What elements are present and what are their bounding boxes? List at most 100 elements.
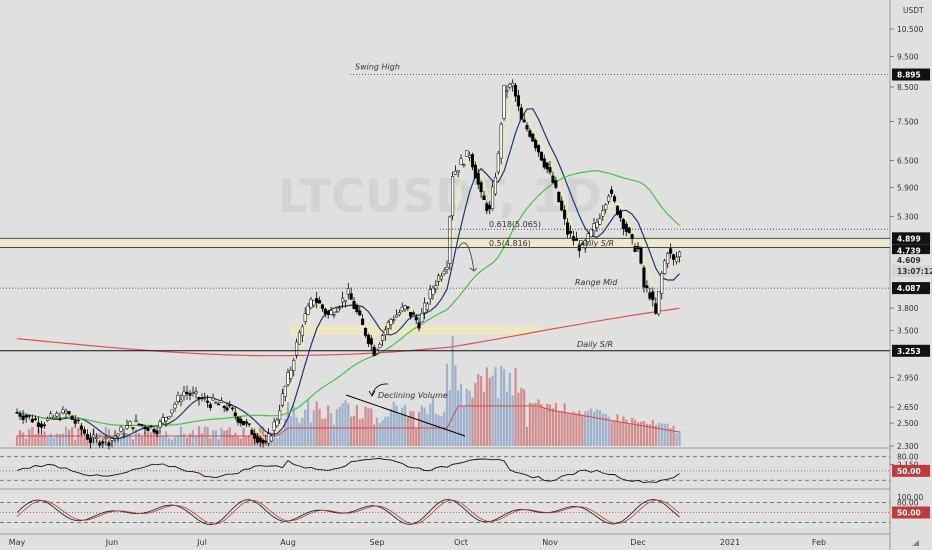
candle-body (531, 133, 535, 142)
volume-ma-line (17, 405, 680, 437)
volume-bar (628, 423, 631, 446)
candle-body (657, 290, 661, 315)
candle-body (462, 164, 466, 166)
volume-bar (46, 436, 49, 446)
watermark-text: LTCUSDT, 1D (278, 169, 602, 223)
y-tick-label: 5.900 (897, 183, 919, 192)
volume-bar (546, 403, 549, 446)
candle-body (423, 302, 427, 314)
candle-body (392, 319, 396, 321)
volume-bar (248, 435, 251, 446)
volume-bar (332, 424, 336, 446)
candle-body (36, 422, 41, 427)
volume-bar (370, 408, 373, 446)
projection-arrow-head (469, 267, 478, 272)
y-tick-label: 8.500 (897, 83, 919, 92)
x-tick-label: Oct (454, 538, 468, 547)
candle-body (369, 338, 373, 345)
volume-bar (675, 433, 678, 446)
x-tick-label: Aug (280, 538, 296, 547)
volume-bar (459, 383, 463, 446)
declining-volume-label: Declining Volume (378, 391, 448, 400)
candle-body (453, 170, 457, 175)
volume-bar (284, 419, 287, 446)
volume-bar (52, 437, 55, 446)
volume-bar (525, 426, 529, 446)
fib-05-label: 0.5(4.816) (489, 239, 531, 248)
volume-bar (301, 418, 304, 446)
candle-body (434, 285, 438, 290)
candle-body (155, 430, 159, 435)
candle-body (264, 440, 268, 443)
volume-bar (22, 432, 25, 446)
candle-body (261, 439, 265, 444)
daily-sr-upper-label: Daily S/R (578, 239, 614, 248)
candle-body (143, 426, 147, 430)
volume-bar (592, 412, 596, 446)
volume-bar (364, 406, 367, 446)
x-tick-label: Jul (196, 538, 207, 547)
volume-bar (149, 432, 153, 446)
candle-body (491, 186, 495, 210)
price-badge (892, 68, 930, 81)
candle-body (125, 425, 129, 429)
volume-bar (572, 411, 575, 446)
candle-body (70, 415, 74, 420)
candle-body (104, 437, 108, 440)
volume-bar (295, 417, 298, 446)
volume-bar (448, 389, 451, 446)
volume-bar (672, 425, 675, 446)
volume-bar (286, 402, 290, 446)
candle-body (205, 400, 210, 403)
volume-bar (83, 437, 86, 446)
y-tick-label: 7.500 (897, 117, 919, 126)
volume-bar (645, 423, 649, 446)
candle-body (505, 90, 509, 92)
candle-body (610, 189, 614, 194)
grid-layer (0, 0, 891, 550)
volume-bar (321, 418, 324, 446)
candle-body (595, 222, 599, 228)
candle-body (624, 223, 628, 232)
declining-volume-arrow (371, 383, 389, 396)
y-tick-label: 5.300 (897, 213, 919, 222)
candle-body (64, 410, 68, 414)
candle-body (493, 176, 498, 195)
candle-body (228, 404, 232, 407)
price-badge-label: 4.609 (897, 256, 921, 265)
candle-body (406, 306, 410, 309)
volume-bar (231, 435, 234, 446)
volume-bar (631, 417, 634, 446)
volume-bar (220, 427, 223, 446)
candle-body (592, 223, 596, 232)
candle-body (239, 418, 243, 424)
volume-bar (642, 420, 646, 446)
volume-bar (560, 411, 563, 446)
price-badge-label: 4.739 (897, 246, 921, 255)
volume-bar (306, 399, 310, 446)
volume-bar (451, 336, 454, 446)
volume-bar (338, 406, 341, 446)
candle-body (255, 436, 260, 443)
volume-bar (426, 414, 429, 446)
candle-body (88, 437, 93, 443)
price-badge (892, 232, 930, 245)
candle-body (378, 344, 382, 348)
candle-body (502, 85, 506, 119)
volume-bar (146, 430, 150, 446)
volume-bar (95, 439, 98, 446)
declining-volume-arrow-head (368, 390, 376, 397)
volume-bar (98, 433, 101, 446)
candle-body (542, 158, 546, 168)
volume-bar (55, 433, 58, 446)
candle-body (557, 191, 561, 203)
candle-body (545, 162, 549, 170)
candle-body (149, 425, 153, 428)
resize-handle-icon[interactable] (912, 540, 919, 546)
rsi-badge-label: 50.00 (897, 467, 921, 476)
candle-body (420, 312, 424, 323)
ema-slow-line (16, 169, 680, 427)
currency-label: USDT (903, 6, 924, 15)
candle-body (660, 273, 664, 294)
